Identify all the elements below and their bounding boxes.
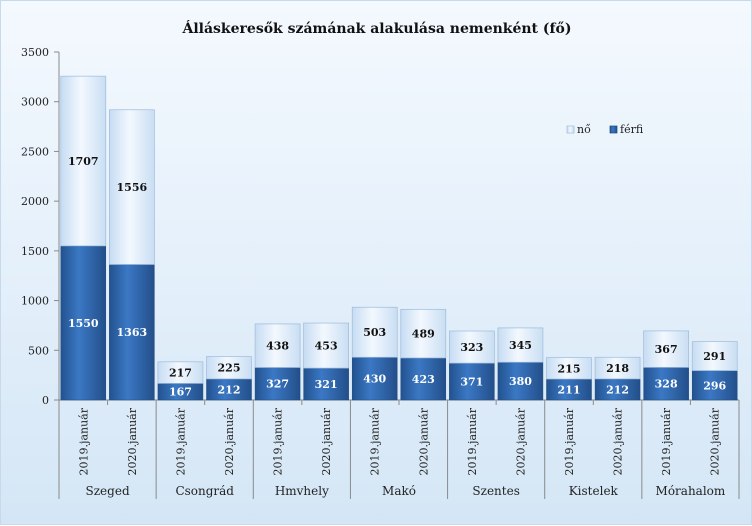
- bars: [60, 75, 738, 401]
- y-tick-label: 1000: [21, 295, 49, 308]
- bar-ferfi: [303, 367, 349, 401]
- legend-swatch: [609, 125, 618, 134]
- bar-no: [254, 323, 301, 368]
- group-label: Szeged: [86, 484, 130, 498]
- bar-ferfi: [60, 245, 107, 401]
- data-label-ferfi: 423: [412, 373, 435, 386]
- group-label: Hmvhely: [275, 484, 329, 498]
- bar-no: [206, 356, 252, 380]
- y-tick-label: 2500: [21, 145, 49, 158]
- data-label-no: 438: [266, 340, 289, 353]
- x-tick-label: 2020.január: [320, 407, 333, 475]
- data-label-no: 217: [169, 367, 192, 380]
- data-label-ferfi: 328: [655, 378, 678, 391]
- group-label: Szentes: [472, 484, 519, 498]
- data-label-no: 215: [558, 362, 581, 375]
- group-label: Makó: [382, 484, 416, 498]
- y-tick-label: 3000: [21, 96, 49, 109]
- bar-no: [351, 306, 398, 358]
- legend: nő férfi: [566, 123, 644, 136]
- data-label-ferfi: 212: [218, 383, 241, 396]
- bar-no: [60, 75, 107, 247]
- legend-swatch: [566, 125, 575, 134]
- bar-no: [449, 330, 495, 364]
- x-tick-label: 2019.január: [563, 407, 576, 475]
- bar-ferfi: [497, 361, 544, 401]
- data-label-ferfi: 321: [315, 378, 338, 391]
- legend-label: férfi: [620, 123, 644, 136]
- x-tick-label: 2020.január: [514, 407, 527, 475]
- data-label-ferfi: 380: [509, 375, 532, 388]
- bar-no: [546, 357, 592, 380]
- x-tick-label: 2019.január: [369, 407, 382, 475]
- chart-title: Álláskeresők számának alakulása nemenkén…: [182, 21, 572, 37]
- x-tick-label: 2019.január: [174, 407, 187, 475]
- bar-no: [157, 361, 204, 384]
- bar-no: [400, 308, 447, 359]
- data-label-ferfi: 1550: [68, 317, 99, 330]
- bar-no: [691, 341, 738, 371]
- group-label: Csongrád: [175, 484, 234, 498]
- data-label-ferfi: 371: [460, 376, 483, 389]
- y-tick-label: 2000: [21, 195, 49, 208]
- y-tick-label: 3500: [21, 46, 49, 59]
- bar-ferfi: [351, 356, 398, 401]
- x-tick-label: 2020.január: [709, 407, 722, 475]
- x-tick-label: 2019.január: [660, 407, 673, 475]
- y-tick-label: 500: [28, 344, 49, 357]
- x-tick-label: 2020.január: [612, 407, 625, 475]
- data-label-no: 345: [509, 339, 532, 352]
- data-label-no: 453: [315, 340, 338, 353]
- bar-ferfi: [254, 367, 301, 401]
- data-label-no: 489: [412, 328, 435, 341]
- x-tick-label: 2020.január: [126, 407, 139, 475]
- bar-no: [497, 327, 544, 363]
- group-label: Mórahalom: [656, 484, 726, 498]
- data-labels: 1550 1707 1363 1556 167 217 212 225 327 438 321 453…: [68, 155, 727, 399]
- bar-ferfi: [400, 357, 447, 401]
- y-tick-label: 0: [42, 394, 49, 407]
- x-tick-label: 2020.január: [417, 407, 430, 475]
- bar-ferfi: [691, 370, 738, 401]
- data-label-ferfi: 327: [266, 378, 289, 391]
- legend-label: nő: [577, 123, 591, 136]
- data-label-no: 218: [606, 362, 629, 375]
- bar-ferfi: [109, 264, 155, 401]
- x-tick-label: 2019.január: [466, 407, 479, 475]
- data-label-no: 291: [703, 350, 726, 363]
- data-label-no: 367: [655, 343, 678, 356]
- bar-no: [643, 330, 689, 368]
- x-tick-label: 2020.január: [223, 407, 236, 475]
- x-tick-label: 2019.január: [272, 407, 285, 475]
- y-tick-label: 1500: [21, 245, 49, 258]
- data-label-ferfi: 167: [169, 386, 192, 399]
- data-label-ferfi: 1363: [117, 326, 148, 339]
- data-label-no: 1707: [68, 155, 99, 168]
- bar-no: [594, 356, 641, 380]
- bar-ferfi: [449, 362, 495, 401]
- group-label: Kistelek: [569, 484, 619, 498]
- bar-no: [303, 322, 349, 369]
- x-tick-label: 2019.január: [77, 407, 90, 475]
- data-label-no: 1556: [117, 181, 148, 194]
- data-label-ferfi: 296: [703, 379, 726, 392]
- data-label-ferfi: 430: [363, 373, 386, 386]
- data-label-no: 225: [218, 362, 241, 375]
- data-label-no: 503: [363, 326, 386, 339]
- bar-no: [109, 109, 155, 265]
- data-label-no: 323: [460, 341, 483, 354]
- data-label-ferfi: 211: [558, 384, 581, 397]
- data-label-ferfi: 212: [606, 383, 629, 396]
